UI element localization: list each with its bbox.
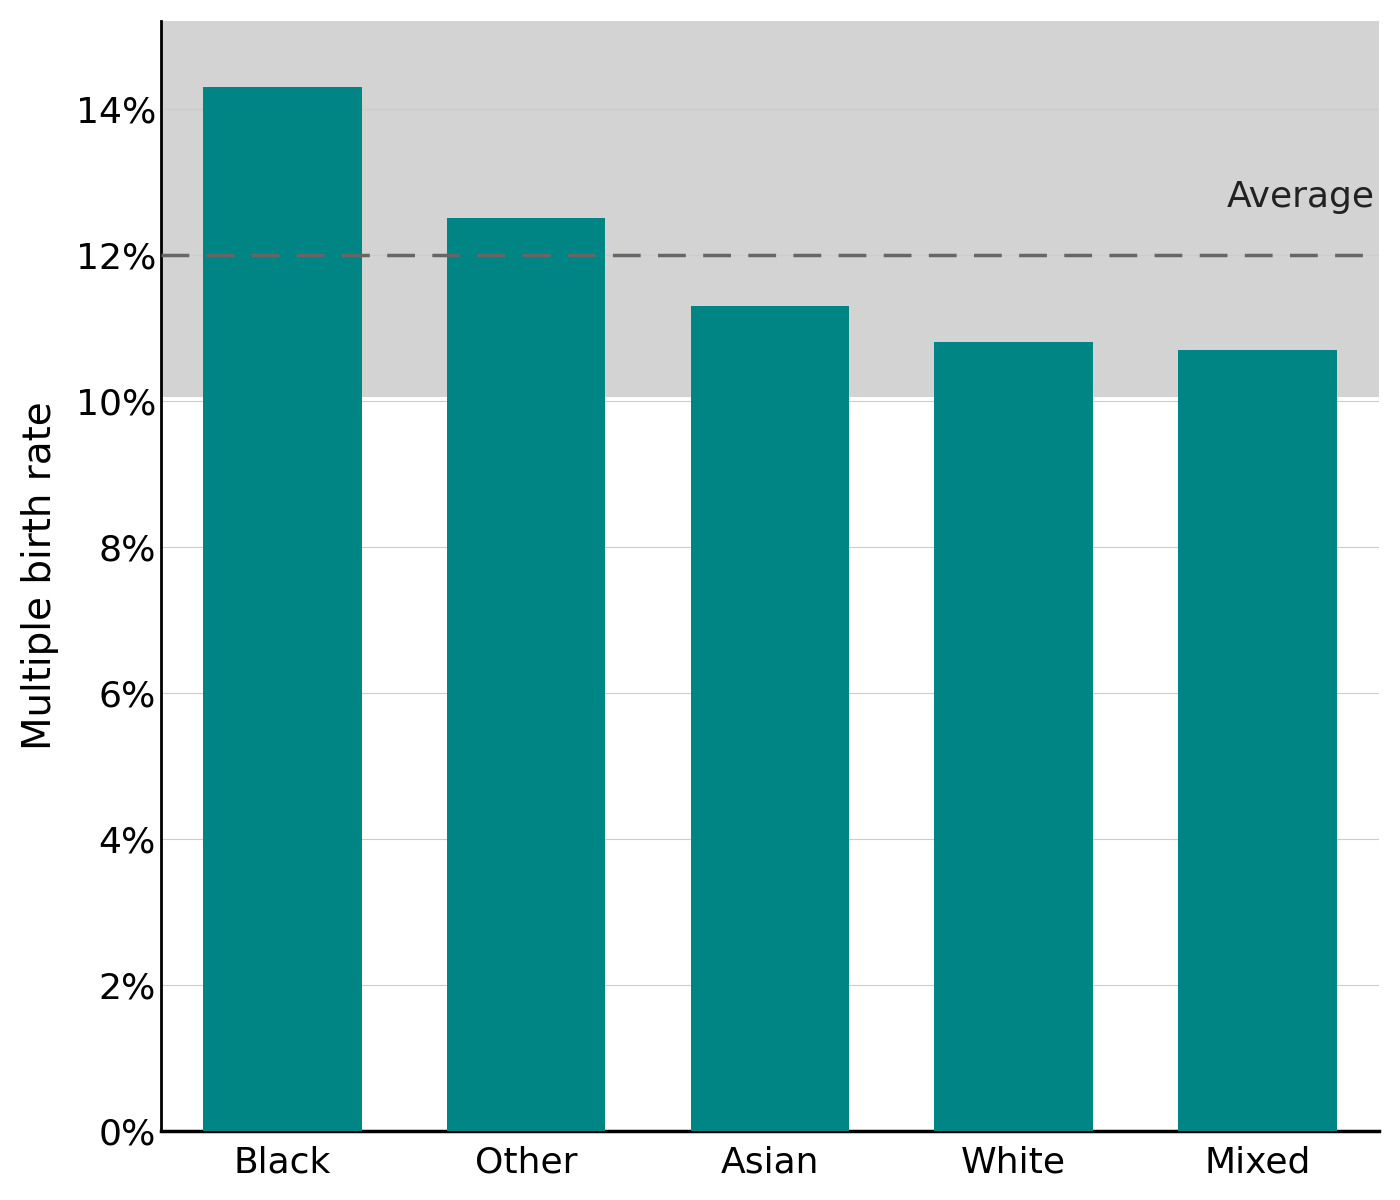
Bar: [447, 218, 605, 1132]
Bar: [161, 20, 1379, 397]
Bar: [203, 86, 361, 1132]
Text: Average: Average: [1226, 180, 1375, 215]
Y-axis label: Multiple birth rate: Multiple birth rate: [21, 402, 59, 750]
Bar: [1179, 349, 1337, 1132]
Bar: [690, 306, 850, 1132]
Bar: [934, 342, 1093, 1132]
